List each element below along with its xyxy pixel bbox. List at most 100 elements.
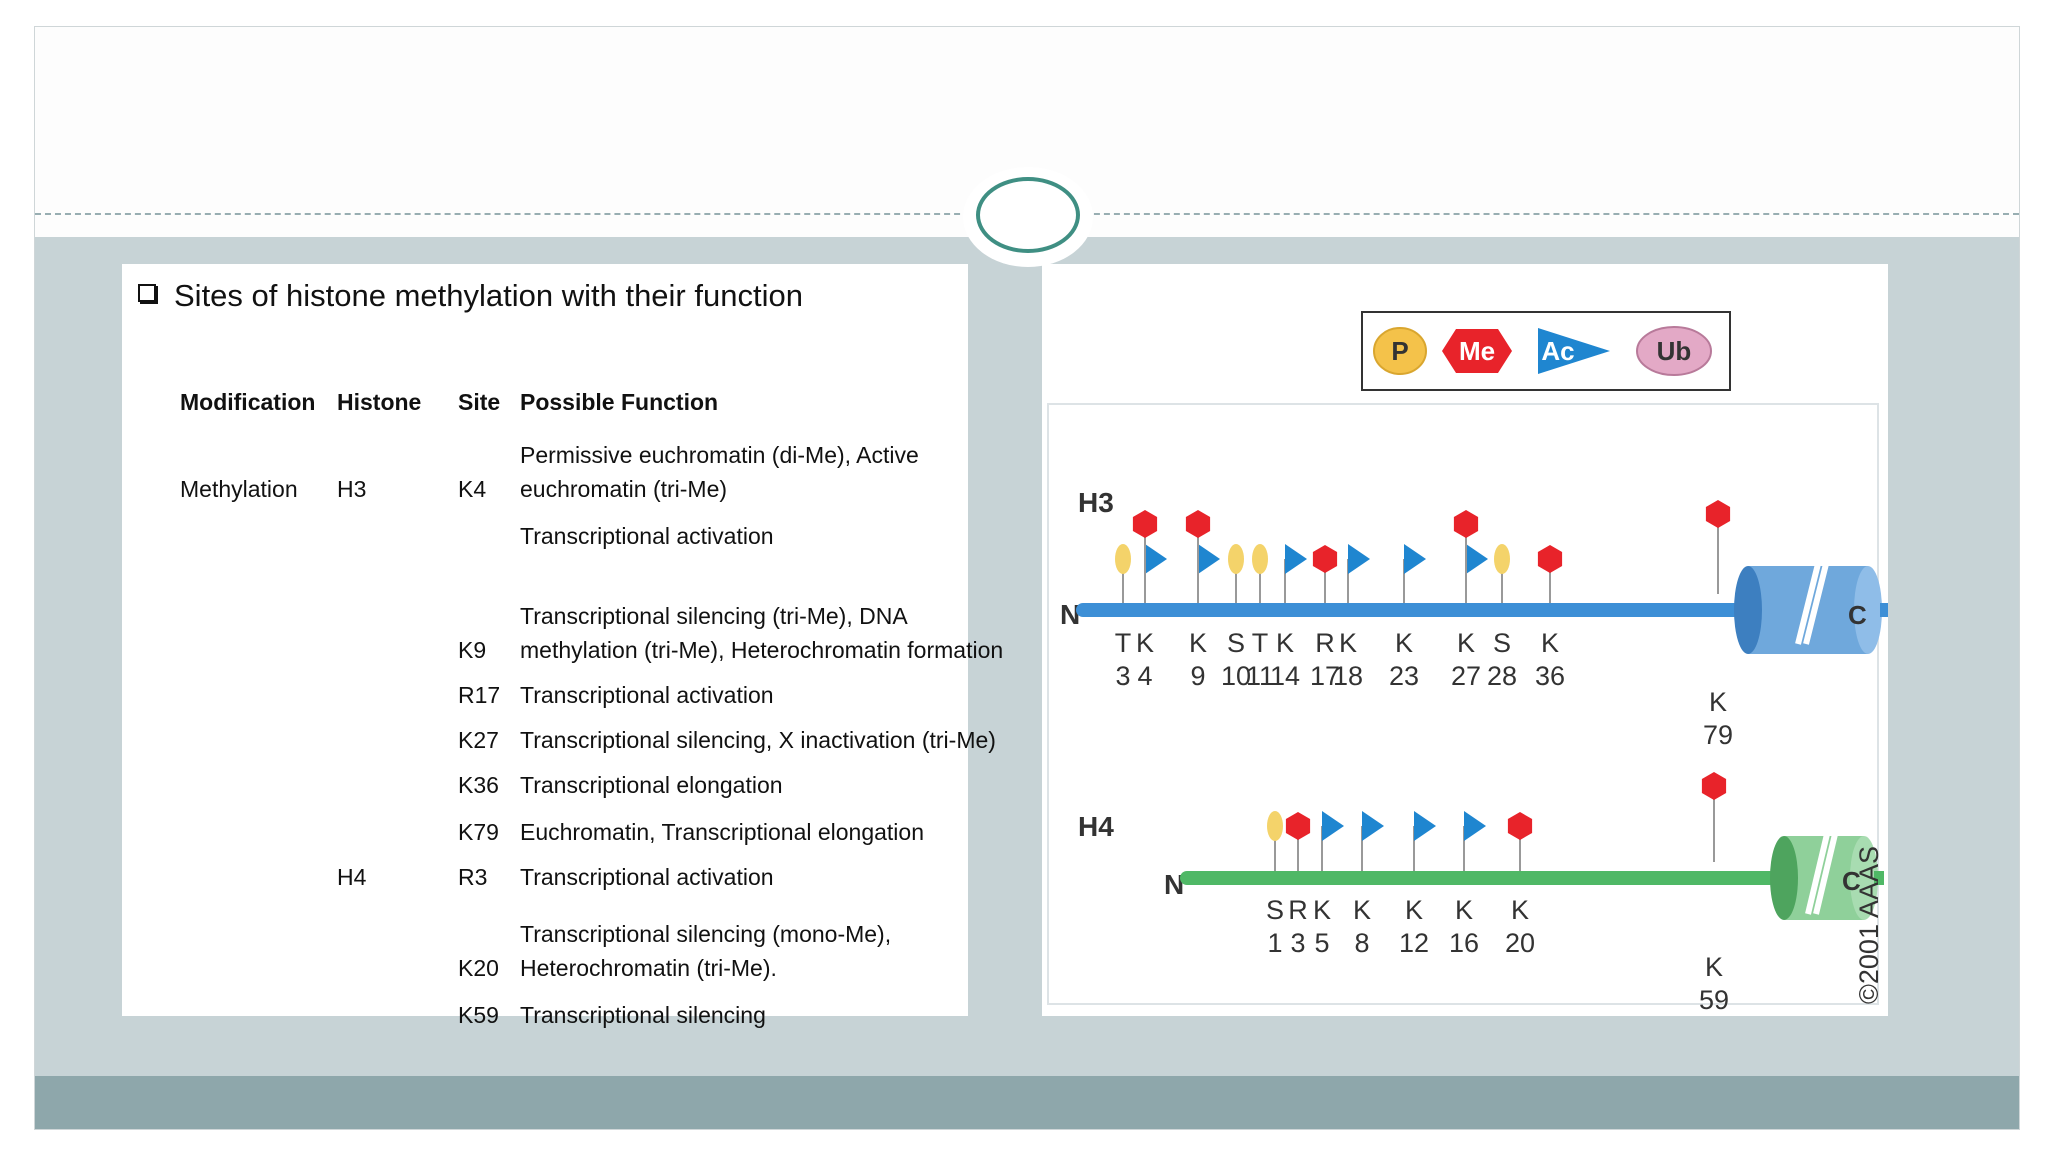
acetyl-mark-icon [1464, 811, 1486, 841]
cell-histone: H4 [337, 864, 367, 890]
h4-site-K5: K5 [1313, 811, 1344, 958]
h3-site-K4: K4 [1132, 510, 1167, 691]
h4-core-left [1770, 836, 1798, 920]
site-number-label: 18 [1333, 661, 1363, 691]
site-number-label: 5 [1314, 928, 1329, 958]
cell-function: Transcriptional silencing, X inactivatio… [520, 727, 996, 753]
site-residue-label: S [1266, 895, 1284, 925]
legend-ubiquitin: Ub [1636, 326, 1712, 376]
site-number-label: 9 [1190, 661, 1205, 691]
legend-methyl: Me [1442, 329, 1512, 373]
ubiquitin-oval-icon [1636, 326, 1712, 376]
histone-diagram: P Me Ac Ub H3 N C T3K4K9S10T11K14R17K18K… [1047, 311, 1888, 1015]
diagram-frame [1047, 403, 1879, 1005]
phospho-oval-icon [1373, 327, 1427, 375]
h4-core-break [1813, 829, 1839, 915]
site-number-label: 1 [1267, 928, 1282, 958]
h4-core-stub [1874, 871, 1884, 885]
table-heading: Sites of histone methylation with their … [174, 278, 803, 313]
phospho-mark-icon [1115, 544, 1131, 574]
copyright-notice: ©2001 AAAS [1854, 846, 1884, 1004]
methyl-mark-icon [1285, 812, 1311, 840]
site-residue-label: K [1457, 628, 1475, 658]
phospho-mark-icon [1267, 811, 1283, 841]
h4-core [1770, 829, 1884, 920]
h4-site-K16: K16 [1449, 811, 1486, 958]
site-residue-label: K [1455, 895, 1473, 925]
site-number-label: 3 [1115, 661, 1130, 691]
methyl-mark-icon [1701, 772, 1727, 800]
cell-site: K9 [458, 637, 487, 663]
site-number-label: 17 [1310, 661, 1340, 691]
site-residue-label: R [1288, 895, 1308, 925]
site-number-label: 8 [1354, 928, 1369, 958]
h3-core [1734, 555, 1888, 654]
site-residue-label: K [1189, 628, 1207, 658]
site-residue-label: K [1405, 895, 1423, 925]
h3-n-label: N [1060, 599, 1080, 630]
site-residue-label: S [1493, 628, 1511, 658]
site-residue-label: R [1315, 628, 1335, 658]
methyl-mark-icon [1185, 510, 1211, 538]
site-number-label: 79 [1703, 720, 1733, 750]
site-number-label: 36 [1535, 661, 1565, 691]
divider-ornament-ring [976, 177, 1080, 253]
h4-label: H4 [1078, 811, 1114, 842]
h3-site-S28: S28 [1487, 544, 1517, 691]
site-number-label: 4 [1137, 661, 1152, 691]
cell-function: methylation (tri-Me), Heterochromatin fo… [520, 637, 1004, 663]
acetyl-mark-icon [1145, 544, 1167, 574]
site-number-label: 28 [1487, 661, 1517, 691]
slide-footer-band [35, 1076, 2019, 1129]
h3-site-K36: K36 [1535, 545, 1565, 691]
h3-label: H3 [1078, 487, 1114, 518]
h3-site-T11: T11 [1246, 544, 1274, 691]
cell-function: Euchromatin, Transcriptional elongation [520, 819, 925, 845]
cell-site: K59 [458, 1002, 499, 1028]
methyl-hexagon-icon [1442, 329, 1512, 373]
methyl-mark-icon [1705, 500, 1731, 528]
h4-site-K12: K12 [1399, 811, 1436, 958]
h4-site-S1: S1 [1266, 811, 1284, 958]
site-residue-label: T [1252, 628, 1269, 658]
cell-function: Transcriptional silencing (mono-Me), [520, 921, 892, 947]
acetyl-mark-icon [1198, 544, 1220, 574]
histone-diagram-panel: P Me Ac Ub H3 N C T 3 K 4 K 9 S 10 T 11 K 14 R 17 K 18 K… [1042, 264, 1888, 1016]
header-histone: Histone [337, 389, 422, 415]
cell-function: Heterochromatin (tri-Me). [520, 955, 777, 981]
site-residue-label: K [1276, 628, 1294, 658]
site-number-label: 59 [1699, 985, 1729, 1015]
acetyl-flag-icon [1538, 328, 1610, 374]
h4-site-R3: R3 [1285, 812, 1311, 958]
site-number-label: 23 [1389, 661, 1419, 691]
methyl-mark-icon [1453, 510, 1479, 538]
site-number-label: 27 [1451, 661, 1481, 691]
cell-site: K36 [458, 772, 499, 798]
checkbox-bullet-icon [138, 284, 156, 302]
cell-function: Transcriptional silencing [520, 1002, 766, 1028]
h3-site-K14: K14 [1270, 544, 1307, 691]
h3-site-K9: K9 [1185, 510, 1220, 691]
cell-site: K20 [458, 955, 499, 981]
acetyl-mark-icon [1362, 811, 1384, 841]
phospho-mark-icon [1228, 544, 1244, 574]
h3-site-K23: K23 [1389, 544, 1426, 691]
h3-core-left [1734, 566, 1762, 654]
h4-core-break [1805, 829, 1831, 915]
cell-histone: H3 [337, 476, 367, 502]
legend-acetyl: Ac [1538, 328, 1610, 374]
h3-core-stub [1880, 603, 1888, 617]
site-number-label: 20 [1505, 928, 1535, 958]
legend-phospho: P [1373, 327, 1427, 375]
site-number-label: 12 [1399, 928, 1429, 958]
h3-core-site-K79: K79 [1703, 500, 1733, 750]
legend-label: Ac [1541, 336, 1574, 366]
h3-site-R17: R17 [1310, 545, 1340, 691]
site-number-label: 3 [1290, 928, 1305, 958]
cell-modification: Methylation [180, 476, 298, 502]
site-number-label: 14 [1270, 661, 1300, 691]
phospho-mark-icon [1252, 544, 1268, 574]
h3-site-K18: K18 [1333, 544, 1370, 691]
site-residue-label: K [1705, 952, 1723, 982]
